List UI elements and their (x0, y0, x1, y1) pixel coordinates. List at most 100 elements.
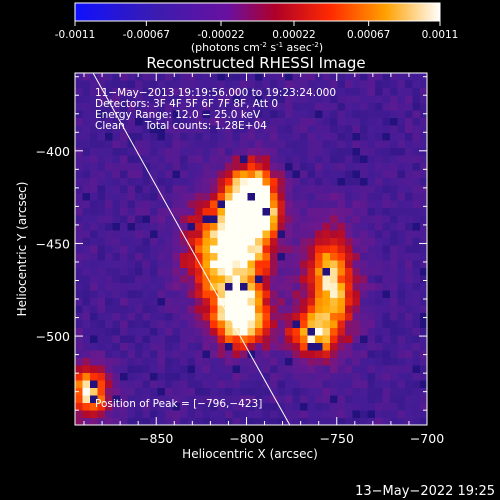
heatmap-cell (90, 230, 99, 239)
heatmap-cell (300, 155, 309, 164)
heatmap-cell (412, 80, 421, 89)
heatmap-cell (225, 358, 234, 367)
heatmap-cell (300, 343, 309, 352)
heatmap-cell (337, 320, 346, 329)
heatmap-cell (180, 118, 189, 127)
heatmap-cell (150, 215, 159, 224)
heatmap-cell (127, 365, 136, 374)
heatmap-cell (180, 260, 189, 269)
heatmap-cell (187, 148, 196, 157)
heatmap-cell (322, 313, 331, 322)
heatmap-cell (405, 215, 414, 224)
heatmap-cell (180, 238, 189, 247)
heatmap-cell (82, 215, 91, 224)
heatmap-cell (247, 178, 256, 187)
heatmap-cell (127, 163, 136, 172)
heatmap-cell (225, 178, 234, 187)
heatmap-cell (75, 335, 84, 344)
heatmap-cell (367, 373, 376, 382)
heatmap-cell (75, 380, 84, 389)
heatmap-cell (375, 185, 384, 194)
heatmap-cell (352, 268, 361, 277)
heatmap-cell (82, 80, 91, 89)
heatmap-cell (90, 395, 99, 404)
heatmap-cell (330, 148, 339, 157)
heatmap-cell (247, 358, 256, 367)
heatmap-cell (412, 388, 421, 397)
heatmap-cell (97, 253, 106, 262)
heatmap-cell (97, 275, 106, 284)
heatmap-cell (375, 80, 384, 89)
heatmap-cell (210, 418, 219, 425)
heatmap-cell (345, 110, 354, 119)
heatmap-cell (202, 298, 211, 307)
heatmap-cell (202, 365, 211, 374)
heatmap-cell (97, 118, 106, 127)
y-ticks: −400−450−500 (36, 76, 427, 411)
heatmap-cell (270, 373, 279, 382)
heatmap-cell (360, 380, 369, 389)
heatmap-cell (217, 95, 226, 104)
heatmap-cell (75, 118, 84, 127)
heatmap-cell (225, 328, 234, 337)
heatmap-cell (210, 238, 219, 247)
heatmap-cell (187, 230, 196, 239)
heatmap-cell (285, 193, 294, 202)
heatmap-cell (187, 403, 196, 412)
heatmap-cell (300, 208, 309, 217)
heatmap-cell (382, 410, 391, 419)
heatmap-cell (300, 410, 309, 419)
heatmap-cell (382, 118, 391, 127)
heatmap-cell (390, 313, 399, 322)
heatmap-cell (82, 358, 91, 367)
heatmap-cell (75, 365, 84, 374)
heatmap-cell (240, 185, 249, 194)
heatmap-cell (300, 320, 309, 329)
heatmap-cell (127, 388, 136, 397)
heatmap-cell (277, 343, 286, 352)
heatmap-cell (150, 380, 159, 389)
limb-line (92, 73, 291, 425)
heatmap-cell (180, 350, 189, 359)
heatmap-cell (405, 110, 414, 119)
heatmap-cell (330, 163, 339, 172)
heatmap-cell (247, 335, 256, 344)
heatmap-cell (375, 253, 384, 262)
heatmap-cell (210, 253, 219, 262)
heatmap-cell (307, 283, 316, 292)
heatmap-cell (390, 230, 399, 239)
heatmap-cell (97, 95, 106, 104)
heatmap-cell (202, 73, 211, 82)
heatmap-cell (210, 350, 219, 359)
heatmap-cell (277, 163, 286, 172)
heatmap-cell (322, 268, 331, 277)
heatmap-cell (195, 253, 204, 262)
heatmap-cell (397, 388, 406, 397)
heatmap-cell (330, 178, 339, 187)
heatmap-cell (150, 155, 159, 164)
heatmap-cell (262, 418, 271, 425)
heatmap-cell (112, 328, 121, 337)
heatmap-cell (292, 380, 301, 389)
heatmap-cell (382, 305, 391, 314)
heatmap-cell (397, 193, 406, 202)
heatmap-cell (225, 163, 234, 172)
heatmap-cell (90, 163, 99, 172)
heatmap-cell (345, 410, 354, 419)
heatmap-cell (300, 140, 309, 149)
heatmap-cell (127, 125, 136, 134)
heatmap-cell (180, 200, 189, 209)
heatmap-cell (82, 125, 91, 134)
heatmap-cell (217, 365, 226, 374)
heatmap-cell (360, 208, 369, 217)
heatmap-cell (225, 133, 234, 142)
heatmap-cell (120, 125, 129, 134)
heatmap-cell (345, 148, 354, 157)
heatmap-cell (330, 193, 339, 202)
heatmap-cell (225, 200, 234, 209)
heatmap-cell (345, 118, 354, 127)
heatmap-cell (285, 148, 294, 157)
heatmap-cell (82, 403, 91, 412)
heatmap-cell (90, 200, 99, 209)
heatmap-cell (292, 178, 301, 187)
